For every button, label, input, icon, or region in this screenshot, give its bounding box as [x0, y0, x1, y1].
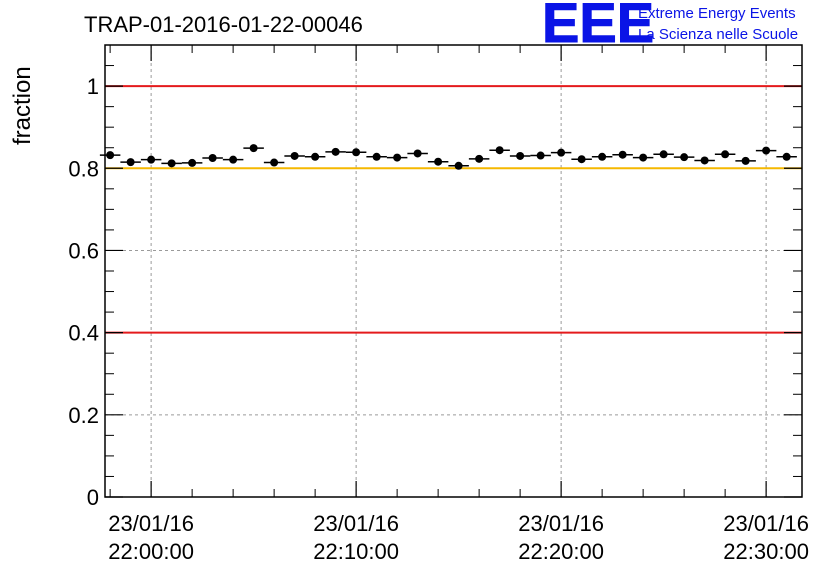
x-tick-date: 23/01/16 [108, 511, 194, 536]
data-point [639, 153, 648, 162]
data-point [680, 153, 689, 162]
y-tick-label: 0.6 [68, 238, 99, 263]
x-axis: 23/01/16 22:00:00 23/01/16 22:10:00 23/01/16… [108, 45, 809, 564]
data-point [434, 157, 443, 166]
data-point [249, 144, 258, 153]
x-tick-time: 22:00:00 [108, 539, 194, 564]
y-tick-label: 0.2 [68, 403, 99, 428]
data-point [516, 151, 525, 160]
data-points [99, 144, 797, 170]
y-tick-label: 0.4 [68, 321, 99, 346]
data-point [659, 150, 668, 159]
x-tick-date: 23/01/16 [723, 511, 809, 536]
y-axis: 0 0.2 0.4 0.6 0.8 1 [68, 44, 802, 510]
data-point [454, 161, 463, 170]
data-point [741, 156, 750, 165]
data-point [577, 155, 586, 164]
y-tick-label: 0.8 [68, 156, 99, 181]
logo-line-1: Extreme Energy Events [638, 5, 796, 22]
data-point [311, 152, 320, 161]
data-point [721, 150, 730, 159]
data-point [167, 159, 176, 168]
data-point [106, 151, 115, 160]
data-point [147, 155, 156, 164]
x-tick-time: 22:10:00 [313, 539, 399, 564]
y-tick-label: 1 [87, 74, 99, 99]
grid [105, 45, 802, 498]
data-point [782, 152, 791, 161]
x-tick-date: 23/01/16 [518, 511, 604, 536]
data-point [352, 148, 361, 157]
data-point [126, 158, 135, 167]
x-tick-time: 22:30:00 [723, 539, 809, 564]
data-point [393, 153, 402, 162]
y-tick-label: 0 [87, 485, 99, 510]
x-tick-date: 23/01/16 [313, 511, 399, 536]
data-point [495, 146, 504, 155]
data-point [372, 152, 381, 161]
data-point [762, 146, 771, 155]
data-point [188, 158, 197, 167]
data-point [208, 154, 217, 162]
plot-frame [104, 44, 803, 498]
chart-title: TRAP-01-2016-01-22-00046 [84, 12, 363, 37]
logo-line-2: La Scienza nelle Scuole [638, 26, 798, 43]
data-point [700, 156, 709, 165]
data-point [290, 151, 299, 160]
data-point [475, 154, 484, 163]
data-point [331, 147, 340, 156]
data-point [270, 158, 279, 167]
data-point [229, 155, 238, 164]
x-tick-time: 22:20:00 [518, 539, 604, 564]
data-point [413, 149, 422, 158]
data-point [598, 152, 607, 161]
reference-lines [105, 85, 802, 334]
y-axis-label: fraction [9, 66, 36, 145]
eee-logo: EEE Extreme Energy Events La Scienza nel… [542, 0, 799, 55]
data-point [618, 150, 627, 159]
data-point [557, 148, 566, 157]
data-point [536, 151, 545, 160]
